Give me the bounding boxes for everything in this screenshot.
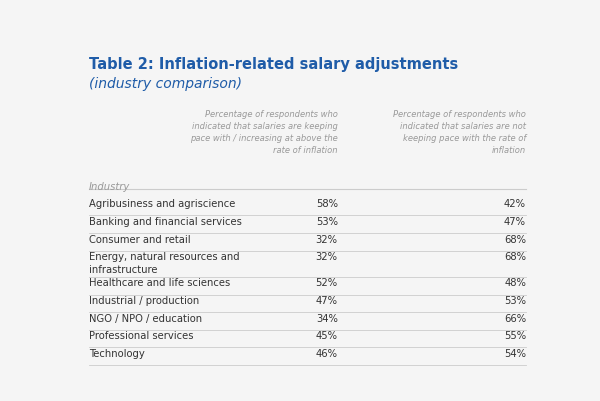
Text: 34%: 34%: [316, 314, 338, 324]
Text: 68%: 68%: [504, 235, 526, 245]
Text: 52%: 52%: [316, 278, 338, 288]
Text: 66%: 66%: [504, 314, 526, 324]
Text: Percentage of respondents who
indicated that salaries are keeping
pace with / in: Percentage of respondents who indicated …: [190, 110, 338, 155]
Text: 45%: 45%: [316, 331, 338, 341]
Text: Professional services: Professional services: [89, 331, 193, 341]
Text: Agribusiness and agriscience: Agribusiness and agriscience: [89, 199, 235, 209]
Text: Industrial / production: Industrial / production: [89, 296, 199, 306]
Text: 53%: 53%: [316, 217, 338, 227]
Text: 55%: 55%: [504, 331, 526, 341]
Text: 58%: 58%: [316, 199, 338, 209]
Text: 47%: 47%: [504, 217, 526, 227]
Text: 46%: 46%: [316, 349, 338, 359]
Text: 32%: 32%: [316, 252, 338, 262]
Text: Healthcare and life sciences: Healthcare and life sciences: [89, 278, 230, 288]
Text: 53%: 53%: [504, 296, 526, 306]
Text: Energy, natural resources and
infrastructure: Energy, natural resources and infrastruc…: [89, 252, 239, 275]
Text: Banking and financial services: Banking and financial services: [89, 217, 242, 227]
Text: NGO / NPO / education: NGO / NPO / education: [89, 314, 202, 324]
Text: 32%: 32%: [316, 235, 338, 245]
Text: 68%: 68%: [504, 252, 526, 262]
Text: 42%: 42%: [504, 199, 526, 209]
Text: Industry: Industry: [89, 182, 130, 192]
Text: 47%: 47%: [316, 296, 338, 306]
Text: Table 2: Inflation-related salary adjustments: Table 2: Inflation-related salary adjust…: [89, 57, 458, 73]
Text: Percentage of respondents who
indicated that salaries are not
keeping pace with : Percentage of respondents who indicated …: [393, 110, 526, 155]
Text: Consumer and retail: Consumer and retail: [89, 235, 191, 245]
Text: Technology: Technology: [89, 349, 145, 359]
Text: (industry comparison): (industry comparison): [89, 77, 242, 91]
Text: 48%: 48%: [504, 278, 526, 288]
Text: 54%: 54%: [504, 349, 526, 359]
